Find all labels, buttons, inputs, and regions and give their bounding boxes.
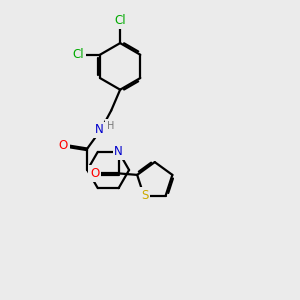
Text: H: H: [106, 121, 114, 130]
Text: O: O: [90, 167, 99, 180]
Text: Cl: Cl: [114, 14, 126, 27]
Text: Cl: Cl: [73, 48, 84, 61]
Text: N: N: [114, 145, 123, 158]
Text: S: S: [141, 189, 148, 202]
Text: O: O: [59, 139, 68, 152]
Text: N: N: [95, 124, 103, 136]
